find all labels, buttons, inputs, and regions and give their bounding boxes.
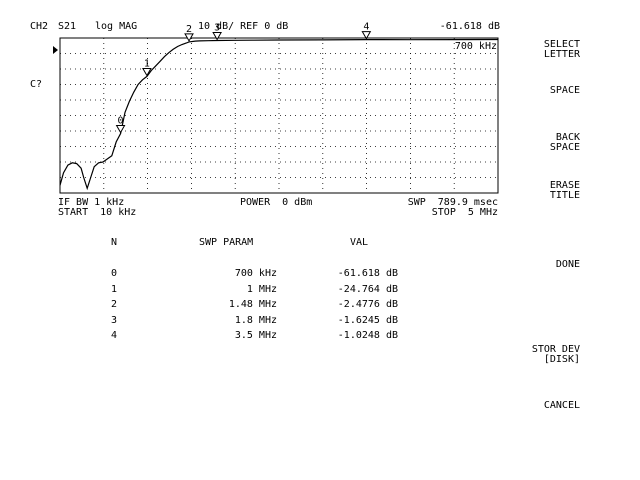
graticule-border [59,37,499,194]
table-row-swp-param: 1 MHz [246,284,277,295]
marker-2-label: 2 [186,24,192,35]
softkey-back-space[interactable]: BACK SPACE [549,132,580,153]
parameter-label: S21 [58,21,77,32]
measurement-trace [59,38,499,191]
table-row-n: 0 [111,268,118,279]
marker-frequency-readout: 700 kHz [454,41,497,52]
table-row-n: 1 [111,284,118,295]
table-header-val: VAL [350,237,369,248]
table-row-value: -2.4776 dB [337,299,398,310]
marker-1-label: 1 [144,58,150,69]
table-header-swp-param: SWP PARAM [199,237,254,248]
table-header-n: N [111,237,118,248]
table-row-value: -61.618 dB [337,268,398,279]
table-row-swp-param: 1.8 MHz [234,315,277,326]
marker-0-label: 0 [118,115,124,126]
marker-2-triangle [184,33,194,42]
start-frequency-label: START 10 kHz [58,207,137,218]
marker-0-triangle [115,124,126,134]
softkey-cancel[interactable]: CANCEL [543,400,580,411]
softkey-space[interactable]: SPACE [549,85,580,96]
table-row-swp-param: 1.48 MHz [228,299,277,310]
table-row-value: -1.6245 dB [337,315,398,326]
table-row-n: 4 [111,330,118,341]
marker-3-triangle [212,32,222,41]
marker-4-triangle [361,31,372,40]
marker-4-label: 4 [363,22,369,33]
softkey-erase-title[interactable]: ERASE TITLE [549,180,580,201]
table-row-value: -1.0248 dB [337,330,398,341]
if-bandwidth-label: IF BW 1 kHz [58,197,125,208]
marker-group: 0 1 2 3 4 [115,22,372,134]
scale-label: 10 dB/ REF 0 dB [198,21,289,32]
power-label: POWER 0 dBm [240,197,313,208]
status-indicator: C? [30,79,43,90]
table-row-value: -24.764 dB [337,284,398,295]
channel-label: CH2 [30,21,49,32]
marker-3-label: 3 [214,23,220,34]
marker-value-readout: -61.618 dB [439,21,500,32]
stop-frequency-label: STOP 5 MHz [431,207,498,218]
softkey-select-letter[interactable]: SELECT LETTER [543,39,580,60]
format-label: log MAG [95,21,138,32]
sweep-time-label: SWP 789.9 msec [407,197,498,208]
marker-1-triangle [142,67,152,77]
softkey-stor-dev-disk[interactable]: STOR DEV [DISK] [531,344,580,365]
table-row-n: 2 [111,299,118,310]
reference-level-arrow [53,46,58,54]
table-row-n: 3 [111,315,118,326]
table-row-swp-param: 3.5 MHz [234,330,277,341]
table-row-swp-param: 700 kHz [234,268,277,279]
graticule [60,38,498,193]
softkey-done[interactable]: DONE [555,259,580,270]
